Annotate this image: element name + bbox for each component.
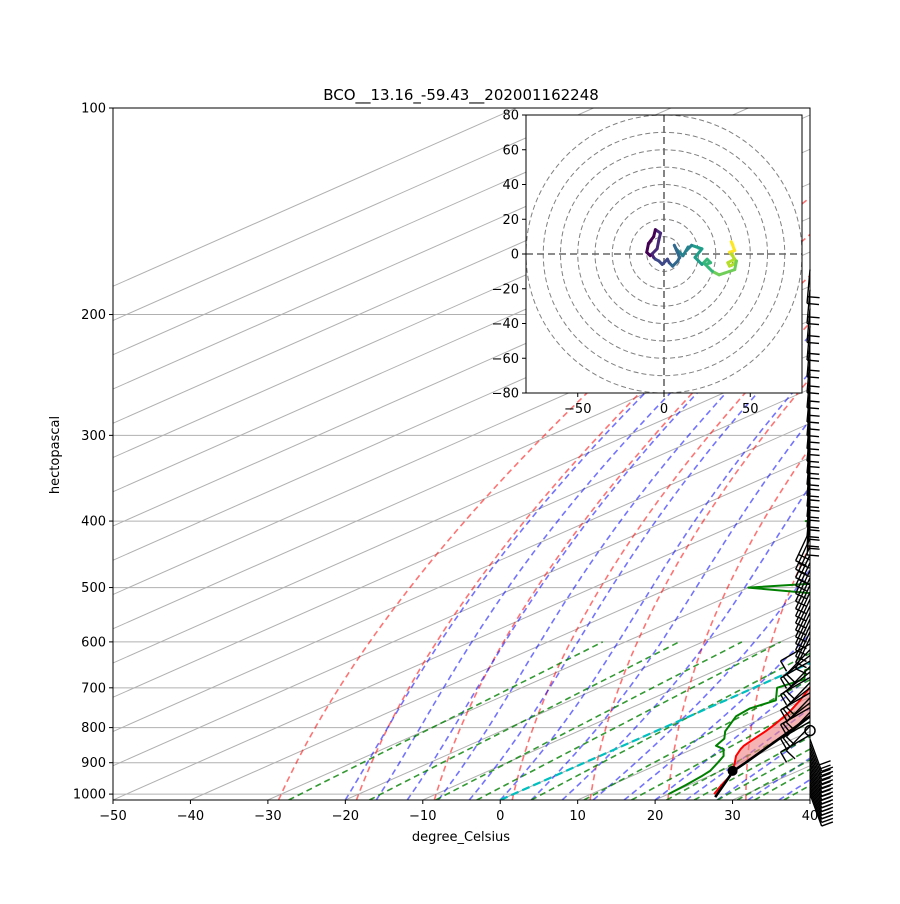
hodograph-y-tick-label: 40 [502,178,519,193]
y-tick-label: 900 [81,756,106,771]
y-tick-label: 500 [81,581,106,596]
y-tick-label: 800 [81,721,106,736]
y-axis-label: hectopascal [48,416,63,494]
hodograph-x-tick-label: 50 [742,402,759,417]
y-tick-label: 600 [81,635,106,650]
x-tick-label: −10 [409,809,436,824]
x-axis-label: degree_Celsius [412,830,510,845]
x-tick-label: 40 [802,809,819,824]
x-tick-label: 30 [724,809,741,824]
hodograph-x-tick-label: 0 [660,402,668,417]
y-tick-label: 300 [81,429,106,444]
x-tick-label: 0 [496,809,504,824]
hodograph-y-tick-label: 20 [502,213,519,228]
hodograph-x-tick-label: −50 [564,402,591,417]
hodograph-y-tick-label: −80 [492,387,519,402]
x-tick-label: −40 [177,809,204,824]
x-tick-label: 20 [647,809,664,824]
hodograph-y-tick-label: 0 [511,248,519,263]
y-tick-label: 200 [81,308,106,323]
x-tick-label: −20 [332,809,359,824]
lcl-marker [728,766,738,776]
hodograph-y-tick-label: −40 [492,317,519,332]
x-tick-label: 10 [569,809,586,824]
y-tick-label: 400 [81,515,106,530]
y-tick-label: 1000 [73,788,106,803]
hodograph-inset: 80 60 40 20 0 −20 −40 −60 −80 −50 0 50 [492,109,802,418]
chart-title: BCO__13.16_-59.43__202001162248 [323,86,599,105]
hodograph-y-tick-label: −60 [492,352,519,367]
x-tick-label: −30 [254,809,281,824]
hodograph-y-tick-label: 80 [502,109,519,124]
x-tick-label: −50 [99,809,126,824]
y-tick-label: 100 [81,102,106,117]
y-tick-label: 700 [81,681,106,696]
hodograph-y-tick-label: 60 [502,143,519,158]
hodograph-y-tick-label: −20 [492,282,519,297]
